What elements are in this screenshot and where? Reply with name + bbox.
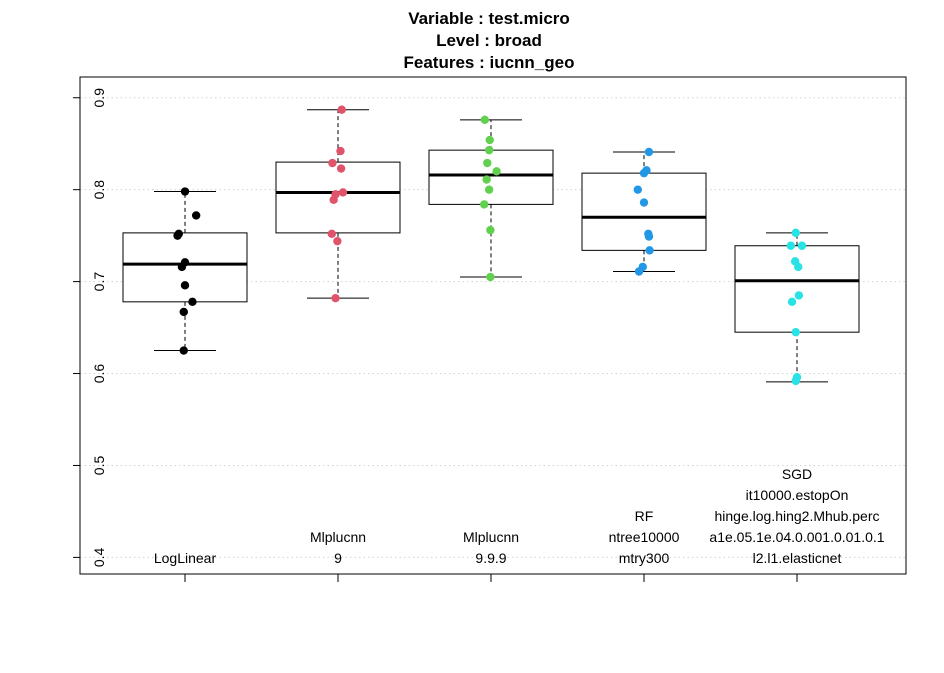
model-label-line: l2.l1.elasticnet xyxy=(753,550,842,566)
y-tick-label: 0.9 xyxy=(91,88,107,108)
data-points xyxy=(173,105,807,386)
model-label-line: Mlplucnn xyxy=(310,529,366,545)
data-point xyxy=(337,105,346,114)
data-point xyxy=(177,262,187,272)
data-point xyxy=(644,147,654,157)
data-point xyxy=(486,225,495,235)
data-point xyxy=(633,185,642,194)
data-point xyxy=(644,232,654,241)
box xyxy=(428,149,554,205)
data-point xyxy=(787,297,797,307)
data-point xyxy=(333,236,342,246)
data-point xyxy=(484,145,494,155)
data-point xyxy=(188,297,197,307)
box xyxy=(581,172,707,251)
data-point xyxy=(791,376,800,386)
title-line-features: Features : iucnn_geo xyxy=(404,53,575,72)
data-point xyxy=(338,188,348,197)
data-point xyxy=(634,267,644,276)
data-point xyxy=(794,291,804,300)
y-tick-label: 0.5 xyxy=(91,456,107,476)
data-point xyxy=(639,198,649,207)
data-point xyxy=(179,307,188,317)
data-point xyxy=(786,241,795,250)
data-point xyxy=(484,185,494,194)
data-point xyxy=(191,211,201,220)
data-point xyxy=(639,168,649,178)
data-point xyxy=(180,281,190,290)
data-point xyxy=(645,246,654,255)
title-line-level: Level : broad xyxy=(436,31,542,50)
model-label-line: LogLinear xyxy=(154,550,217,566)
data-point xyxy=(794,262,803,272)
data-point xyxy=(180,187,190,196)
model-label-line: a1e.05.1e.04.0.001.0.01.0.1 xyxy=(709,529,884,545)
model-label-line: it10000.estopOn xyxy=(746,487,849,503)
data-point xyxy=(797,241,807,250)
data-point xyxy=(179,346,188,355)
model-labels: LogLinear Mlplucnn 9 Mlplucnn 9.9.9 RF ntree10… xyxy=(154,466,885,566)
data-point xyxy=(791,228,800,238)
data-point xyxy=(480,115,489,125)
plot-frame xyxy=(79,76,907,575)
data-point xyxy=(336,146,345,156)
model-label-line: RF xyxy=(635,508,654,524)
data-point xyxy=(479,200,489,209)
y-tick-label: 0.7 xyxy=(91,272,107,292)
model-label-line: mtry300 xyxy=(619,550,670,566)
y-tick-label: 0.6 xyxy=(91,364,107,384)
y-tick-label: 0.4 xyxy=(91,547,107,567)
data-point xyxy=(492,167,501,176)
data-point xyxy=(328,158,337,168)
model-label-line: ntree10000 xyxy=(609,529,680,545)
data-point xyxy=(791,327,800,337)
data-point xyxy=(485,135,494,145)
data-point xyxy=(327,229,336,239)
model-label-line: Mlplucnn xyxy=(463,529,519,545)
data-point xyxy=(483,158,492,168)
model-label-line: 9 xyxy=(334,550,342,566)
model-label-line: 9.9.9 xyxy=(475,550,506,566)
data-point xyxy=(482,175,491,184)
data-point xyxy=(486,272,495,282)
data-point xyxy=(329,195,338,204)
data-point xyxy=(331,293,340,303)
model-label-line: hinge.log.hing2.Mhub.perc xyxy=(714,508,879,524)
model-label-line: SGD xyxy=(782,466,812,482)
title-line-variable: Variable : test.micro xyxy=(408,9,570,28)
y-tick-label: 0.8 xyxy=(91,180,107,200)
data-point xyxy=(173,231,182,240)
chart-title: Variable : test.micro Level : broad Feat… xyxy=(404,9,575,72)
data-point xyxy=(336,164,346,173)
